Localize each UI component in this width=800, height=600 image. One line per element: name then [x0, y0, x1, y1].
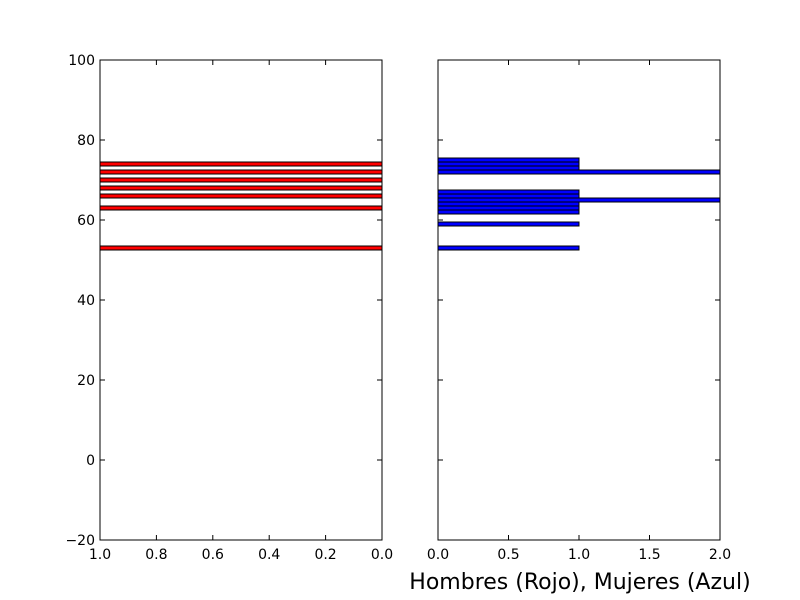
y-tick-label: 60	[77, 213, 95, 229]
mujeres-x-tick-label: 0.5	[497, 547, 519, 563]
hombres-x-tick-label: 0.6	[202, 547, 224, 563]
mujeres-x-tick-label: 1.5	[638, 547, 660, 563]
mujeres-bar	[437, 221, 580, 227]
hombres-x-tick-label: 0.0	[371, 547, 393, 563]
mujeres-x-tick-label: 2.0	[709, 547, 731, 563]
mujeres-x-tick-label: 0.0	[427, 547, 449, 563]
x-axis-label: Hombres (Rojo), Mujeres (Azul)	[409, 570, 750, 595]
mujeres-x-tick-label: 1.0	[568, 547, 590, 563]
hombres-x-tick-label: 0.8	[145, 547, 167, 563]
hombres-x-tick-label: 0.2	[314, 547, 336, 563]
mujeres-bar	[437, 201, 580, 207]
hombres-bar	[99, 177, 383, 183]
y-tick-label: −20	[65, 533, 95, 549]
mujeres-bar	[437, 205, 580, 211]
y-tick-label: 40	[77, 293, 95, 309]
y-tick-label: 80	[77, 133, 95, 149]
y-tick-label: 0	[86, 453, 95, 469]
hombres-bar	[99, 185, 383, 191]
mujeres-bar	[437, 245, 580, 251]
hombres-bar	[99, 245, 383, 251]
hombres-bar	[99, 205, 383, 211]
right-panel-mujeres: 0.0 0.5 1.0 1.5 2.0	[427, 59, 731, 563]
hombres-bar	[99, 169, 383, 175]
y-tick-label: 100	[68, 53, 95, 69]
hombres-x-tick-label: 0.4	[258, 547, 280, 563]
mujeres-bar	[437, 161, 580, 167]
mujeres-bar	[437, 193, 580, 199]
mujeres-bar	[437, 197, 721, 203]
mujeres-bar	[437, 157, 580, 163]
hombres-x-tick-label: 1.0	[89, 547, 111, 563]
mujeres-bar	[437, 209, 580, 215]
mujeres-bar	[437, 189, 580, 195]
mujeres-bar	[437, 165, 580, 171]
y-tick-label: 20	[77, 373, 95, 389]
mujeres-bar	[437, 169, 721, 175]
left-panel-hombres: 1.0 0.8 0.6 0.4 0.2 0.0 100 80 60 40 20 0 −20	[65, 53, 393, 563]
hombres-bar	[99, 193, 383, 199]
hombres-bar	[99, 161, 383, 167]
